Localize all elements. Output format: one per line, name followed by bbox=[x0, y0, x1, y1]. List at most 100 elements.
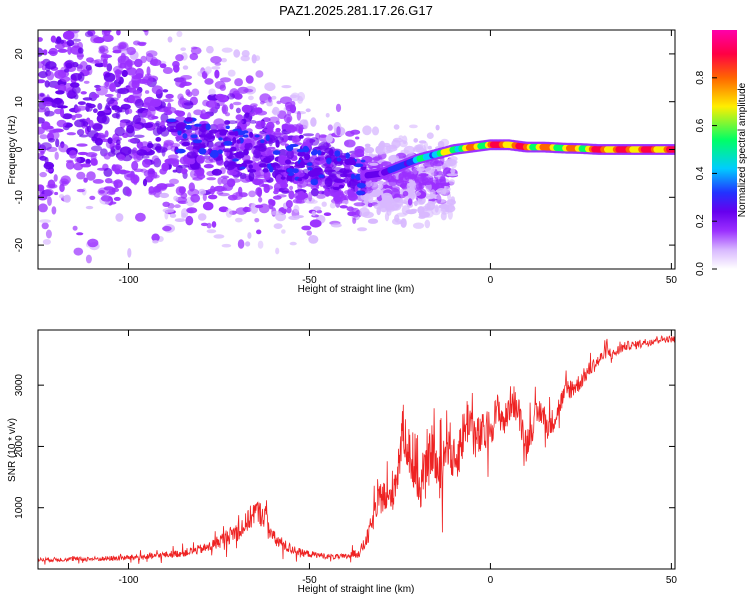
spectrogram-speckle bbox=[229, 103, 234, 110]
colorbar-ticks: 0.0 0.2 0.4 0.6 0.8 bbox=[695, 70, 717, 276]
snr-x-tick-label: 50 bbox=[666, 575, 678, 586]
spectrogram-speckle bbox=[103, 7, 108, 10]
spectrogram-speckle bbox=[440, 207, 450, 215]
spectrogram-speckle bbox=[245, 241, 251, 247]
spectrogram-blob bbox=[181, 141, 190, 147]
spectrogram-speckle bbox=[159, 63, 167, 69]
spectrogram-speckle bbox=[187, 143, 194, 152]
spectrogram-speckle bbox=[151, 85, 163, 95]
spectrogram-speckle bbox=[38, 37, 43, 42]
spectrogram-speckle bbox=[76, 129, 85, 136]
snr-series-line bbox=[38, 335, 675, 565]
spectrogram-speckle bbox=[132, 90, 141, 95]
spectrogram-speckle bbox=[175, 186, 186, 196]
spectrogram-speckle bbox=[85, 30, 90, 31]
spectrogram-speckle bbox=[114, 68, 122, 78]
spectrogram-speckle bbox=[186, 151, 197, 159]
spectrogram-speckle bbox=[46, 71, 55, 81]
spectrogram-speckle bbox=[432, 160, 444, 167]
spectrogram-y-ticks: -20 -10 0 10 20 bbox=[14, 48, 675, 252]
spectrogram-speckle bbox=[276, 100, 282, 105]
spectrogram-speckle bbox=[119, 146, 132, 156]
spectrogram-speckle bbox=[323, 212, 332, 216]
spectrogram-speckle bbox=[449, 179, 455, 186]
spectrogram-speckle bbox=[332, 167, 344, 173]
spectrogram-speckle bbox=[286, 149, 295, 160]
spectrogram-speckle bbox=[151, 233, 160, 242]
spectrogram-speckle bbox=[391, 174, 396, 182]
spectrogram-speckle bbox=[98, 190, 105, 194]
spectrogram-speckle bbox=[95, 13, 105, 20]
spectrogram-speckle bbox=[117, 58, 122, 69]
spectrogram-speckle bbox=[161, 162, 169, 172]
spectrogram-speckle bbox=[51, 206, 57, 215]
spectrogram-blob bbox=[280, 176, 286, 180]
spectrogram-speckle bbox=[424, 166, 436, 174]
spectrogram-speckle bbox=[248, 190, 256, 198]
spectrogram-speckle bbox=[42, 49, 48, 56]
spectrogram-speckle bbox=[402, 190, 409, 197]
spectrogram-speckle bbox=[324, 166, 333, 175]
spectrogram-speckle bbox=[321, 201, 327, 207]
spectrogram-speckle bbox=[127, 138, 136, 143]
spectrogram-speckle bbox=[143, 22, 155, 26]
spectrogram-blob bbox=[307, 167, 313, 171]
spectrogram-speckle bbox=[310, 188, 319, 197]
spectrogram-speckle bbox=[392, 197, 402, 203]
spectrogram-speckle bbox=[277, 110, 287, 119]
spectrogram-speckle bbox=[274, 169, 279, 176]
spectrogram-blob bbox=[249, 131, 254, 138]
spectrogram-speckle bbox=[364, 146, 369, 155]
spectrogram-x-tick-label: 50 bbox=[666, 275, 678, 286]
spectrogram-speckle bbox=[155, 143, 162, 154]
spectrogram-speckle bbox=[329, 202, 336, 209]
spectrogram-speckle bbox=[232, 101, 242, 106]
spectrogram-speckle bbox=[142, 178, 148, 187]
spectrogram-speckle bbox=[76, 171, 86, 180]
spectrogram-speckle bbox=[379, 203, 388, 213]
spectrogram-speckle bbox=[296, 111, 302, 121]
spectrogram-blob bbox=[332, 186, 340, 191]
spectrogram-speckle bbox=[276, 194, 287, 198]
spectrogram-speckle bbox=[423, 162, 435, 168]
spectrogram-speckle bbox=[413, 120, 420, 125]
spectrogram-speckle bbox=[111, 105, 120, 111]
spectrogram-speckle bbox=[176, 30, 183, 38]
snr-x-tick-label: 0 bbox=[488, 575, 494, 586]
spectrogram-blob bbox=[360, 159, 366, 163]
spectrogram-speckle bbox=[142, 158, 151, 168]
spectrogram-speckle bbox=[48, 47, 58, 57]
spectrogram-speckle bbox=[39, 134, 48, 140]
spectrogram-speckle bbox=[261, 183, 270, 188]
spectrogram-speckle bbox=[86, 171, 96, 181]
spectrogram-speckle bbox=[54, 108, 63, 115]
snr-y-ticks: 1000 2000 3000 bbox=[14, 374, 675, 519]
spectrogram-blob bbox=[317, 150, 322, 156]
spectrogram-speckle bbox=[121, 6, 129, 14]
spectrogram-speckle bbox=[271, 199, 276, 207]
spectrogram-speckle bbox=[290, 124, 301, 132]
spectrogram-speckle bbox=[44, 110, 55, 117]
spectrogram-speckle bbox=[73, 247, 84, 256]
spectrogram-speckle bbox=[202, 193, 207, 201]
spectrogram-blob bbox=[350, 173, 356, 180]
spectrogram-blob bbox=[310, 178, 319, 186]
spectrogram-speckle bbox=[249, 112, 256, 117]
spectrogram-speckle bbox=[213, 185, 226, 192]
spectrogram-speckle bbox=[266, 121, 275, 130]
spectrogram-blob bbox=[263, 157, 272, 163]
spectrogram-speckle bbox=[74, 107, 82, 113]
spectrogram-speckle bbox=[222, 183, 234, 192]
spectrogram-blob bbox=[277, 169, 286, 173]
spectrogram-blob bbox=[198, 134, 208, 138]
spectrogram-speckle bbox=[76, 143, 88, 147]
spectrogram-speckle bbox=[156, 125, 163, 135]
spectrogram-speckle bbox=[200, 222, 209, 227]
snr-x-tick-label: -50 bbox=[302, 575, 317, 586]
spectrogram-speckle bbox=[375, 146, 381, 154]
spectrogram-speckle bbox=[318, 141, 330, 151]
spectrogram-speckle bbox=[38, 71, 48, 79]
spectrogram-speckle bbox=[142, 102, 152, 108]
spectrogram-speckle bbox=[167, 102, 172, 111]
spectrogram-speckle bbox=[225, 208, 233, 218]
